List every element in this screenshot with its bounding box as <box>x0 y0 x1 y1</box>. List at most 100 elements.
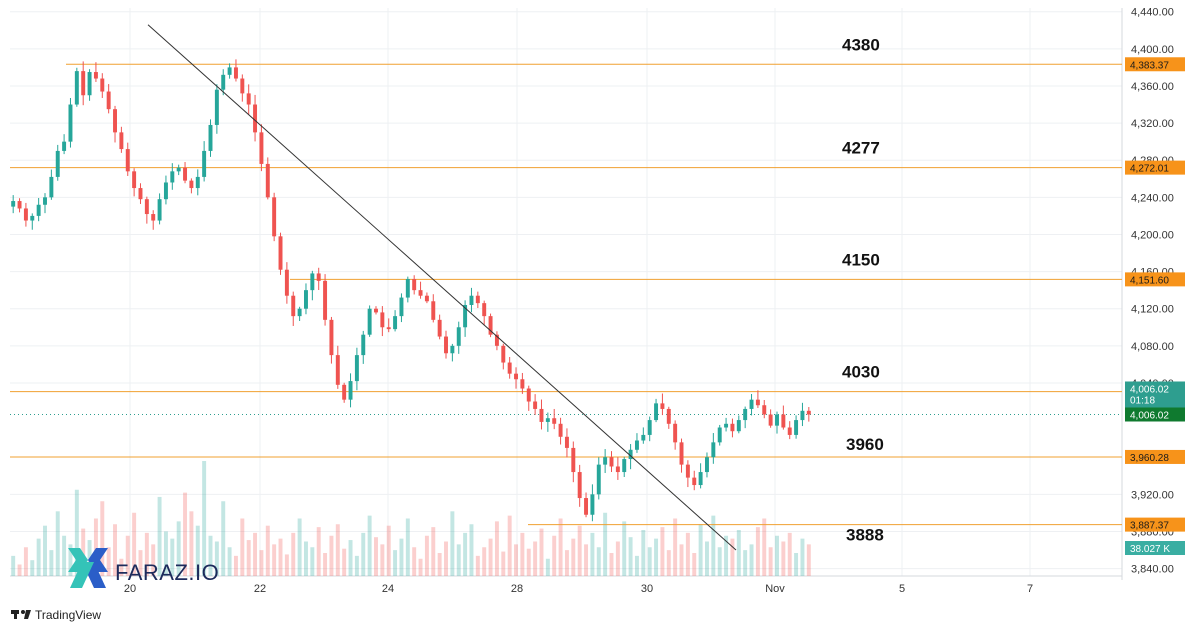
candle-body <box>380 312 385 328</box>
candle-body <box>469 295 474 305</box>
candle <box>520 372 525 394</box>
volume-bar <box>781 541 786 576</box>
candle <box>30 213 35 230</box>
candle <box>800 402 805 427</box>
candle <box>526 385 531 411</box>
candle <box>634 433 639 453</box>
candle-body <box>138 188 143 200</box>
candle <box>755 390 760 408</box>
candle <box>615 457 620 480</box>
volume-bar <box>246 540 251 576</box>
candle <box>195 169 200 196</box>
level-label: 3888 <box>846 526 884 545</box>
volume-bar <box>405 518 410 576</box>
candle <box>81 61 86 106</box>
volume-bar <box>558 518 563 576</box>
candle-body <box>437 319 442 337</box>
volume-bar <box>787 532 792 576</box>
volume-bar <box>679 544 684 576</box>
candle <box>775 411 779 434</box>
candle-body <box>30 215 35 221</box>
volume-bar <box>412 547 417 576</box>
candle <box>214 84 219 134</box>
volume-bar <box>157 496 162 576</box>
time-axis[interactable]: 20 22 24 28 30 Nov 5 7 <box>124 583 1033 595</box>
candle-body <box>265 163 270 198</box>
volume-bar <box>609 553 614 576</box>
price-tick-label: 4,360.00 <box>1131 81 1174 93</box>
candle-body <box>36 204 41 216</box>
candle <box>730 418 735 438</box>
candle <box>749 393 754 416</box>
candle <box>641 427 646 444</box>
volume-bar <box>564 550 569 576</box>
candle <box>736 415 741 434</box>
volume-bar <box>514 544 518 576</box>
time-tick-label: 7 <box>1027 583 1033 595</box>
candle-body <box>412 279 417 291</box>
volume-bar <box>730 538 735 576</box>
candle <box>494 331 499 351</box>
candle-body <box>514 373 518 380</box>
candle-body <box>584 498 589 515</box>
candle-body <box>660 403 665 409</box>
candle <box>335 345 340 389</box>
candle <box>456 321 461 354</box>
candle-body <box>564 436 569 448</box>
candle-body <box>125 149 130 172</box>
candle <box>545 412 550 432</box>
volume-bar <box>259 550 264 576</box>
candle-body <box>335 355 340 385</box>
candle-body <box>195 176 200 189</box>
candle-body <box>768 414 773 426</box>
price-axis-tags: 4,383.374,272.014,151.604,030.723,960.28… <box>1125 57 1185 555</box>
candle <box>717 424 722 446</box>
candle <box>564 428 569 458</box>
candle-body <box>176 167 181 172</box>
candle-body <box>622 459 627 473</box>
candle-body <box>43 197 47 205</box>
volume-bar <box>310 547 315 576</box>
price-tick-label: 4,400.00 <box>1131 44 1174 56</box>
volume-bar <box>195 525 200 576</box>
descending-trendline[interactable] <box>147 24 737 551</box>
candle-body <box>482 303 487 317</box>
candle <box>253 94 258 142</box>
volume-bar <box>444 541 448 576</box>
candle-body <box>354 355 359 382</box>
candle-body <box>310 273 315 291</box>
brand-name: FARAZ.IO <box>115 560 219 585</box>
volume-bar <box>367 515 372 576</box>
volume-bar <box>431 527 436 576</box>
candle-body <box>208 124 213 151</box>
tradingview-footer[interactable]: TradingView <box>11 608 101 622</box>
tag-value: 4,272.01 <box>1130 164 1169 175</box>
volume-bar <box>380 544 385 576</box>
candle-body <box>475 295 480 304</box>
tag-box <box>1125 160 1185 175</box>
candle <box>113 105 117 143</box>
candle <box>539 399 544 430</box>
countdown-value: 01:18 <box>1130 395 1155 406</box>
last-price-value: 4,006.02 <box>1130 384 1169 395</box>
volume-bar <box>800 538 805 576</box>
volume-bar <box>641 530 646 576</box>
tag-box <box>1125 517 1185 532</box>
candle <box>221 69 226 96</box>
candle <box>183 162 188 184</box>
time-tick-label: 28 <box>511 583 523 595</box>
level-label: 3960 <box>846 435 884 454</box>
candle-body <box>666 408 671 424</box>
volume-bar <box>596 547 601 576</box>
candle-body <box>558 423 563 437</box>
candle <box>272 192 277 242</box>
volume-bar <box>724 535 729 576</box>
candle-body <box>698 472 703 486</box>
candle <box>348 373 353 408</box>
candle-body <box>577 472 582 499</box>
candle-body <box>755 399 760 406</box>
candle-body <box>221 74 226 90</box>
candle <box>685 460 690 488</box>
volume-bar <box>749 544 754 576</box>
